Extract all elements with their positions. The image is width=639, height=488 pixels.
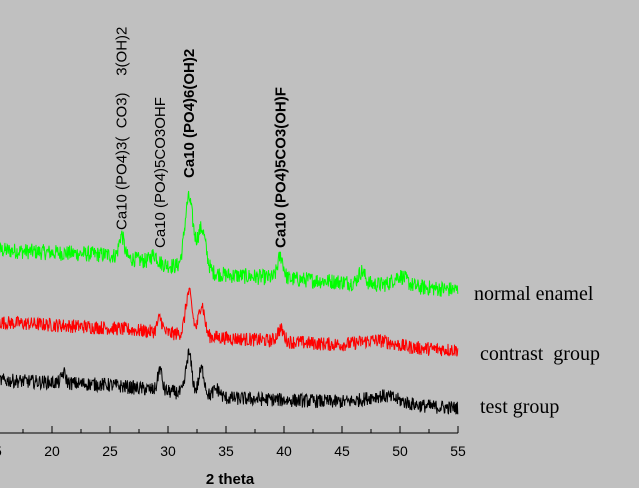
peak-label: Ca10 (PO4)3( CO3) 3(OH)2 [114,27,131,230]
x-tick-label: 45 [334,443,350,459]
peak-label: Ca10 (PO4)6(OH)2 [181,49,198,178]
legend-test-group: test group [480,396,559,418]
peak-annotations: Ca10 (PO4)3( CO3) 3(OH)2 Ca10 (PO4)5CO3OH… [114,27,290,248]
legend-normal-enamel: normal enamel [474,283,594,305]
curves [0,190,459,415]
x-tick-label: 20 [44,443,60,459]
x-axis-title: 2 theta [206,471,255,488]
series-line-test-group [0,348,459,415]
x-tick-label: 50 [392,443,408,459]
series-line-normal-enamel [0,190,459,297]
peak-label: Ca10 (PO4)5CO3(OH)F [273,87,290,248]
peak-label: Ca10 (PO4)5CO3OHF [152,97,169,248]
x-ticks: 15 20 25 30 35 40 45 50 55 [0,426,466,459]
x-tick-label: 40 [276,443,292,459]
legend-contrast-group: contrast group [480,343,600,365]
x-tick-label: 15 [0,443,2,459]
x-tick-label: 55 [450,443,466,459]
series-line-contrast-group [0,287,459,357]
x-tick-label: 30 [160,443,176,459]
x-tick-label: 35 [218,443,234,459]
x-tick-label: 25 [102,443,118,459]
